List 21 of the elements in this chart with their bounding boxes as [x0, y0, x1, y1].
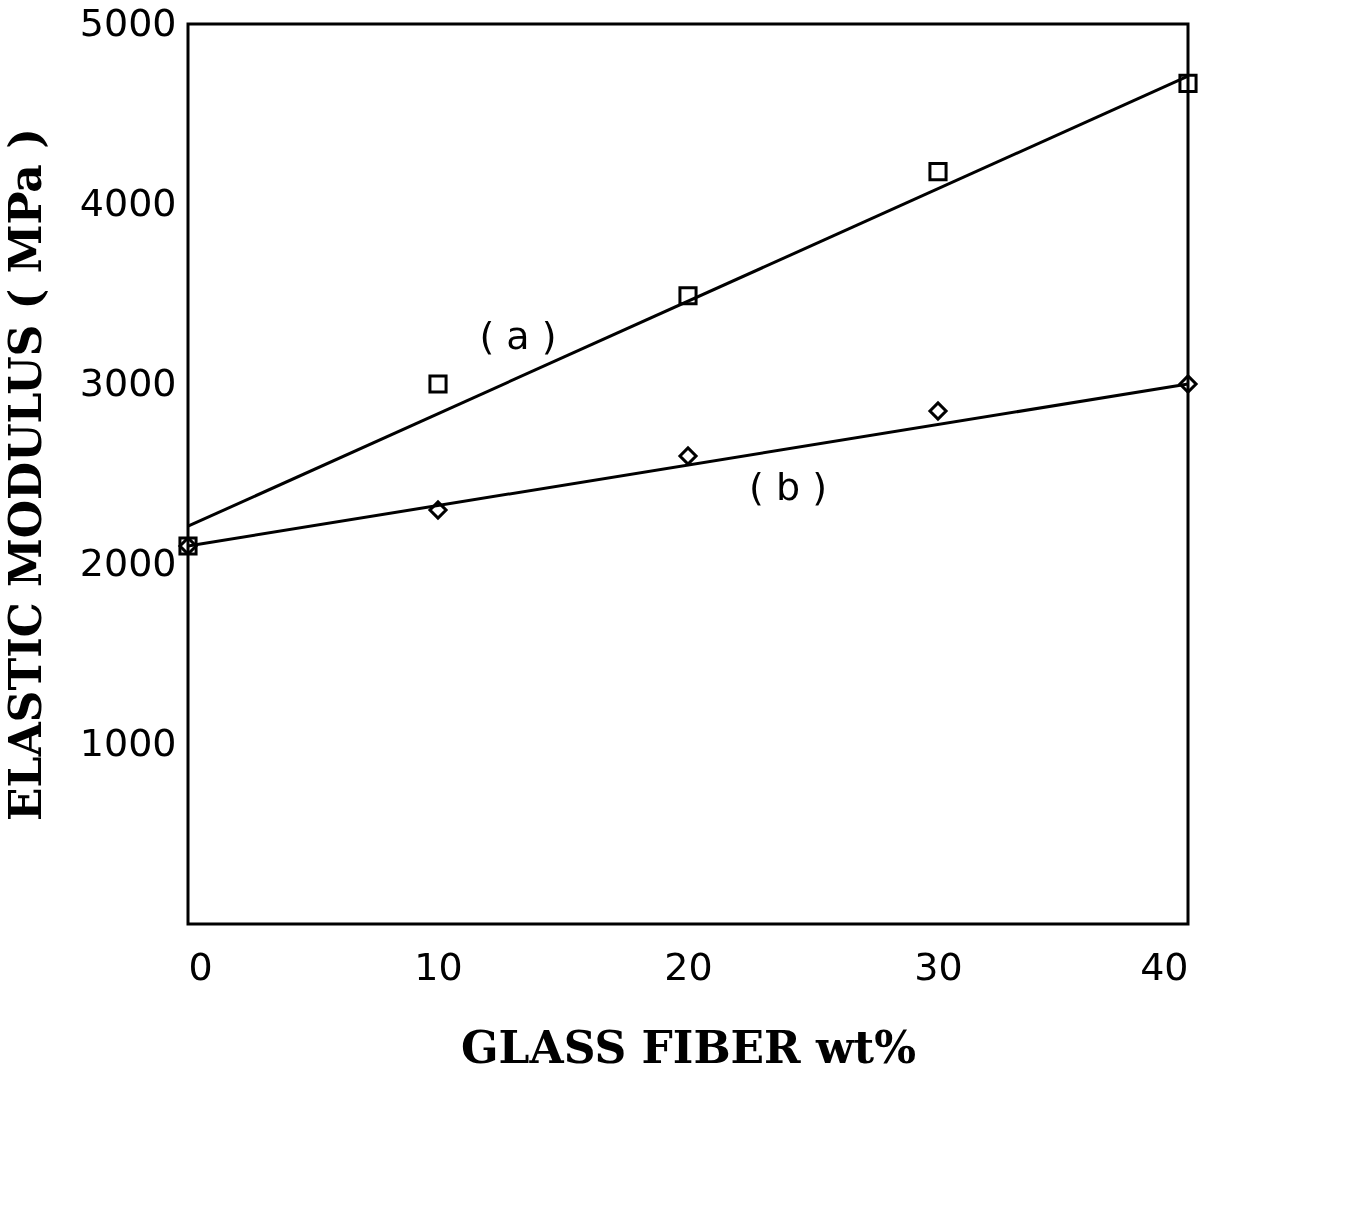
point [928, 162, 948, 182]
y-tick-label: 3000 [79, 360, 177, 405]
x-axis-title: GLASS FIBER wt% [461, 1021, 916, 1073]
point [428, 500, 448, 520]
x-tick-label: 20 [664, 944, 713, 989]
y-tick-label: 1000 [79, 720, 177, 765]
y-tick-label: 5000 [79, 0, 177, 45]
y-tick-label: 2000 [79, 540, 177, 585]
point [1178, 73, 1198, 93]
y-axis-title: ELASTIC MODULUS ( MPa ) [0, 128, 51, 821]
series-label: ( a ) [479, 313, 557, 358]
x-tick-label: 40 [1140, 944, 1189, 989]
y-tick-label: 4000 [79, 180, 177, 225]
point [928, 401, 948, 421]
x-tick-label: 30 [914, 944, 963, 989]
series-label: ( b ) [749, 464, 827, 509]
x-tick-label: 0 [188, 944, 213, 989]
point [678, 446, 698, 466]
x-tick-label: 10 [414, 944, 463, 989]
point [428, 374, 448, 394]
point [678, 286, 698, 306]
